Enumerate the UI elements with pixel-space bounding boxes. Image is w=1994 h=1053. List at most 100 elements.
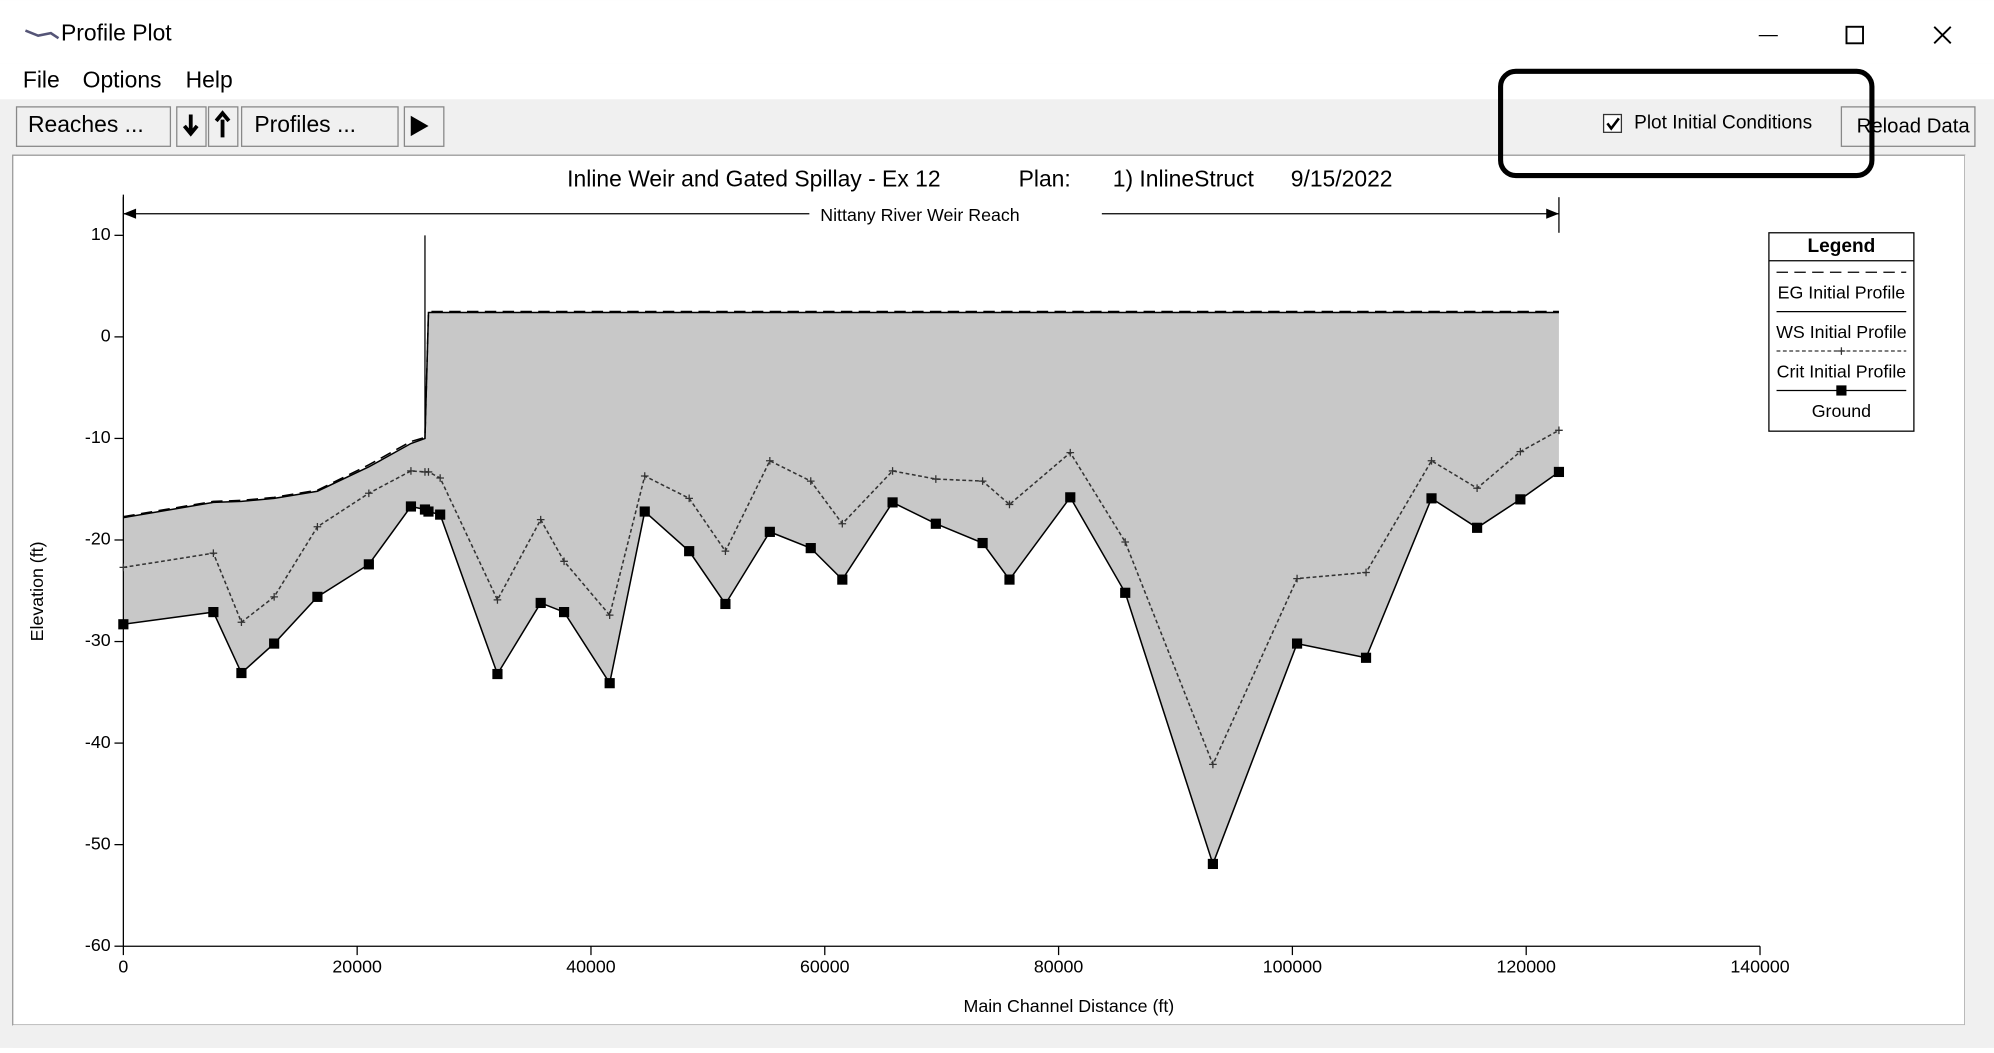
crit-marker — [424, 468, 433, 476]
legend-label: WS Initial Profile — [1776, 322, 1907, 342]
legend-label: EG Initial Profile — [1778, 283, 1906, 303]
y-tick-label: 0 — [101, 326, 111, 346]
ground-marker — [1120, 587, 1131, 598]
app-icon — [24, 29, 60, 40]
crit-marker — [209, 549, 218, 558]
close[interactable] — [1933, 26, 1952, 44]
crit-marker — [1427, 456, 1436, 465]
crit-marker — [1066, 448, 1075, 457]
x-tick-label: 140000 — [1730, 957, 1789, 977]
crit-marker — [1555, 426, 1563, 435]
y-axis-label: Elevation (ft) — [27, 541, 47, 641]
title-bar — [0, 0, 1994, 64]
crit-marker — [721, 547, 730, 555]
crit-marker — [888, 467, 897, 475]
x-tick-label: 40000 — [566, 957, 616, 977]
y-tick-label: -30 — [85, 630, 111, 650]
ground-marker — [1004, 574, 1015, 585]
h-scrollbar[interactable] — [12, 1025, 1987, 1048]
legend-label: Ground — [1812, 401, 1871, 421]
reload-label: Reload Data — [1857, 116, 1971, 138]
crit-marker — [536, 515, 545, 524]
ground-marker — [604, 678, 615, 689]
x-tick-label: 80000 — [1034, 957, 1084, 977]
reaches-label: Reaches ... — [28, 111, 144, 137]
ground-marker — [1553, 466, 1565, 478]
ground-marker — [1426, 493, 1437, 504]
crit-marker — [1362, 568, 1370, 577]
x-tick-label: 0 — [118, 957, 128, 977]
highlight-box — [1498, 68, 1875, 179]
crit-marker — [978, 477, 987, 485]
menu-options[interactable]: Options — [83, 67, 162, 93]
profiles-button[interactable] — [240, 106, 399, 147]
plan-label: Plan: — [1019, 166, 1071, 192]
profiles-label: Profiles ... — [254, 111, 356, 137]
plan: 1) InlineStruct — [1113, 166, 1255, 192]
ground-marker — [236, 667, 247, 679]
crit-marker — [436, 474, 444, 482]
crit-marker — [806, 477, 815, 485]
ground-marker — [887, 497, 898, 508]
crit-marker — [766, 456, 774, 465]
ground-marker — [1515, 494, 1526, 505]
crit-marker — [640, 472, 649, 480]
y-tick-label: -40 — [85, 732, 111, 752]
crit-marker — [407, 467, 415, 475]
checkbox[interactable] — [1602, 113, 1623, 133]
ground-marker — [363, 559, 374, 570]
reaches-button[interactable] — [15, 106, 172, 147]
menu-file[interactable]: File — [23, 67, 60, 93]
ground-marker — [558, 607, 570, 618]
v-scrollbar[interactable] — [1964, 155, 1987, 1026]
down-icon — [182, 114, 199, 137]
menu-help[interactable]: Help — [186, 67, 233, 93]
legend-label: Crit Initial Profile — [1777, 361, 1907, 381]
crit-marker — [1516, 447, 1525, 456]
ground-marker — [423, 506, 434, 517]
ground-marker — [492, 668, 503, 680]
ground-marker — [764, 526, 775, 537]
x-tick-label: 100000 — [1263, 957, 1322, 977]
ground-marker — [208, 607, 219, 618]
legend-box — [1768, 232, 1915, 432]
ground-marker — [1065, 492, 1076, 503]
ground-marker — [639, 506, 650, 517]
window-title: Profile Plot — [61, 19, 172, 45]
play-icon — [410, 115, 429, 137]
checkbox-label[interactable]: Plot Initial Conditions — [1634, 112, 1812, 133]
crit-marker — [685, 494, 693, 503]
ground-marker — [930, 518, 941, 529]
reload-button[interactable] — [1840, 106, 1976, 147]
ground-marker — [977, 537, 988, 549]
x-axis-label: Main Channel Distance (ft) — [964, 996, 1175, 1016]
ground-marker — [535, 597, 546, 609]
crit-marker — [1005, 500, 1014, 509]
x-tick-label: 120000 — [1497, 957, 1556, 977]
maximize[interactable] — [1845, 25, 1864, 45]
x-tick-label: 60000 — [800, 957, 850, 977]
water-fill — [123, 312, 1559, 864]
crit-marker — [1837, 347, 1846, 355]
plot: -60 -50 -40 -30 -20 -10 0 10 0 20000 40000 60000 800… — [27, 166, 1915, 1016]
crit-marker — [1121, 538, 1130, 546]
ground-marker — [1836, 385, 1847, 396]
ground-marker — [118, 619, 129, 630]
crit-marker — [932, 475, 940, 483]
x-tick-label: 20000 — [332, 957, 382, 977]
check-mark — [1606, 117, 1620, 131]
y-tick-label: 10 — [91, 224, 111, 244]
crit-marker — [1209, 760, 1217, 769]
ground-marker — [269, 638, 280, 649]
crit-marker — [237, 618, 246, 627]
ground-marker — [1360, 652, 1372, 663]
ground-marker — [1207, 858, 1218, 870]
reach-label: Nittany River Weir Reach — [820, 205, 1019, 225]
crit-marker — [119, 563, 128, 572]
crit-marker — [493, 596, 502, 604]
crit-marker — [605, 611, 614, 619]
y-tick-label: -10 — [85, 427, 111, 447]
series-line — [123, 311, 1559, 519]
ground-marker — [684, 546, 695, 557]
